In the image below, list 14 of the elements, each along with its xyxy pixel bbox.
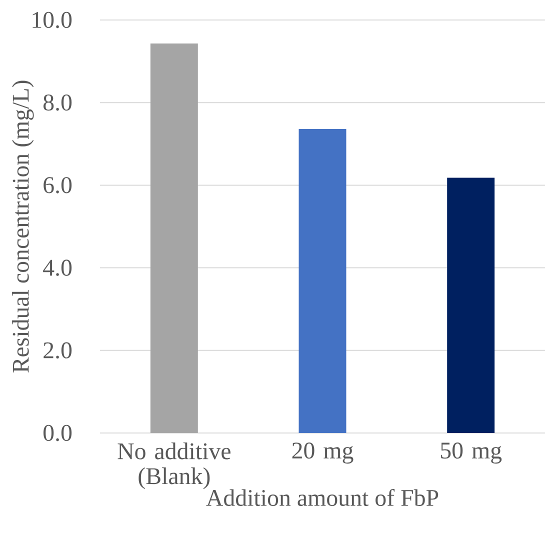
bar	[447, 178, 495, 433]
x-tick-label: No additive (Blank)	[118, 442, 230, 490]
y-axis-title: Residual concentration (mg/L)	[12, 80, 34, 373]
y-tick-label: 2.0	[44, 342, 72, 359]
bar	[150, 44, 198, 433]
x-axis-title: Addition amount of FbP	[206, 488, 438, 506]
x-tick-label: 20 mg	[292, 442, 354, 464]
y-tick-label: 6.0	[44, 177, 72, 194]
bar	[298, 129, 346, 433]
y-tick-label: 10.0	[32, 12, 72, 28]
y-tick-label: 0.0	[44, 424, 72, 442]
x-tick-label: 50 mg	[441, 442, 502, 464]
y-tick-label: 4.0	[43, 260, 72, 276]
y-tick-label: 8.0	[44, 94, 72, 111]
